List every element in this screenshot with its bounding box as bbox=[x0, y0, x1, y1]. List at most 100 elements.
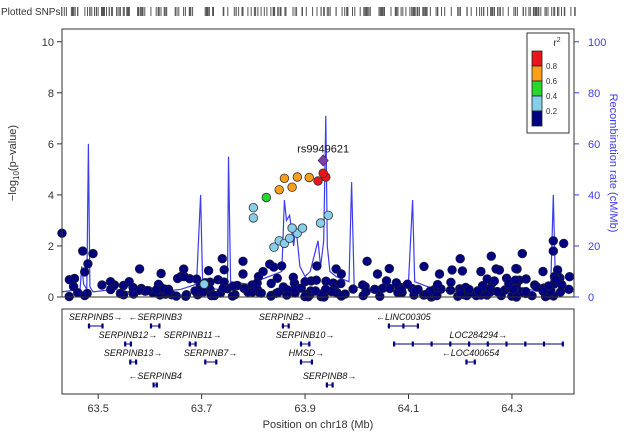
y-left-tick-label: 0 bbox=[48, 292, 54, 304]
gene-exon bbox=[402, 323, 405, 329]
snp-point bbox=[64, 275, 75, 285]
gene-exon bbox=[188, 341, 191, 347]
x-tick-label: 64.3 bbox=[501, 403, 522, 415]
gene-exon bbox=[561, 341, 564, 347]
snp-point bbox=[391, 278, 402, 288]
snp-point bbox=[336, 278, 346, 289]
y-right-tick-label: 100 bbox=[588, 37, 606, 49]
snp-point bbox=[79, 267, 90, 277]
gene-exon bbox=[129, 359, 132, 365]
gene-exon bbox=[310, 359, 313, 365]
snp-point-highlighted bbox=[199, 279, 209, 289]
snp-point bbox=[551, 275, 561, 285]
snp-point bbox=[228, 281, 238, 291]
legend-labels: 0.8 0.6 0.4 0.2 bbox=[546, 62, 558, 116]
snp-point bbox=[312, 261, 322, 271]
x-tick-label: 63.9 bbox=[294, 403, 315, 415]
lead-snp-marker bbox=[317, 154, 329, 167]
gene-exon bbox=[308, 341, 311, 347]
snp-point bbox=[277, 261, 287, 271]
gene-exon bbox=[124, 341, 127, 347]
gene-exon bbox=[281, 323, 284, 329]
gene-label: ←LOC400654 bbox=[442, 348, 500, 358]
snp-point bbox=[256, 288, 267, 298]
y-left-tick-label: 8 bbox=[48, 88, 54, 100]
snp-point bbox=[457, 266, 468, 276]
snp-point bbox=[72, 288, 83, 298]
snp-point bbox=[238, 269, 248, 279]
x-tick-label: 63.5 bbox=[87, 403, 108, 415]
legend-swatch bbox=[531, 50, 543, 67]
snp-point bbox=[269, 262, 279, 272]
snp-point bbox=[310, 286, 321, 296]
gene-exon bbox=[287, 323, 290, 329]
snp-point bbox=[227, 291, 238, 301]
ylabel-left-main: −log bbox=[7, 180, 19, 201]
gene-exon bbox=[468, 341, 471, 347]
gene-exon bbox=[542, 341, 546, 347]
legend-swatch bbox=[531, 110, 543, 127]
x-tick-label: 63.7 bbox=[191, 403, 212, 415]
legend-title-sup: 2 bbox=[557, 37, 561, 44]
gene-exon bbox=[135, 359, 138, 365]
y-right-tick-label: 20 bbox=[588, 241, 600, 253]
snp-point bbox=[105, 277, 116, 287]
legend-label: 0.2 bbox=[546, 107, 558, 116]
snp-point bbox=[97, 280, 107, 290]
snp-point-highlighted bbox=[269, 242, 279, 252]
y-right-tick-label: 80 bbox=[588, 88, 600, 100]
snp-point bbox=[77, 246, 88, 256]
snp-point bbox=[559, 238, 569, 249]
snp-point-highlighted bbox=[287, 182, 297, 192]
snp-point-highlighted bbox=[287, 223, 297, 233]
gene-exon bbox=[524, 341, 527, 347]
legend-label: 0.4 bbox=[546, 92, 558, 101]
snp-point bbox=[163, 286, 173, 296]
gene-exon bbox=[473, 359, 476, 365]
gene-exon bbox=[465, 359, 468, 365]
legend-label: 0.8 bbox=[546, 62, 558, 71]
snp-point bbox=[358, 291, 368, 301]
gene-exon bbox=[87, 323, 91, 329]
gene-exon bbox=[129, 341, 132, 347]
y-axis-right: 0 20 40 60 80 100 bbox=[574, 37, 606, 304]
snp-point bbox=[118, 280, 129, 291]
snp-point-highlighted bbox=[297, 223, 308, 233]
snp-point bbox=[219, 265, 229, 275]
snp-point bbox=[128, 282, 138, 293]
snp-point bbox=[209, 290, 220, 301]
snp-point bbox=[336, 291, 347, 301]
gene-label: ←LINC00305 bbox=[376, 312, 432, 322]
y-axis-left-label: −log10(p−value) bbox=[7, 125, 21, 201]
gene-label: SERPINB7→ bbox=[184, 348, 238, 358]
gene-label: SERPINB13→ bbox=[104, 348, 163, 358]
legend-swatch bbox=[531, 80, 543, 97]
gene-panel-frame bbox=[61, 308, 575, 395]
snp-point bbox=[180, 291, 191, 302]
gene-label: SERPINB2→ bbox=[259, 312, 313, 322]
snp-point-highlighted bbox=[248, 213, 259, 223]
snp-point bbox=[564, 272, 575, 282]
snp-point bbox=[455, 289, 466, 299]
snp-rug bbox=[61, 7, 576, 16]
snp-point bbox=[564, 284, 574, 295]
gene-label: SERPINB10→ bbox=[276, 330, 335, 340]
gene-exon bbox=[155, 382, 158, 388]
gene-exon bbox=[299, 341, 303, 347]
snp-point-highlighted bbox=[292, 172, 303, 182]
ylabel-left-sub: 10 bbox=[12, 171, 21, 180]
lead-snp-label: rs9949621 bbox=[297, 143, 349, 155]
gene-track: SERPINB5→ ←SERPINB3 SERPINB2→ ←LINC00305 SER… bbox=[69, 312, 564, 388]
snp-point bbox=[156, 268, 166, 279]
legend-swatch bbox=[531, 95, 543, 112]
snp-point bbox=[134, 264, 145, 274]
gene-exon bbox=[325, 382, 328, 388]
snp-point bbox=[419, 261, 429, 272]
y-axis-right-label: Recombination rate (cM/Mb) bbox=[607, 94, 619, 233]
snp-point-highlighted bbox=[318, 168, 328, 178]
snp-point bbox=[321, 284, 331, 294]
snp-point bbox=[372, 269, 383, 279]
legend-title-main: r bbox=[553, 38, 557, 49]
legend-swatch bbox=[531, 65, 543, 82]
snp-point bbox=[521, 286, 531, 297]
